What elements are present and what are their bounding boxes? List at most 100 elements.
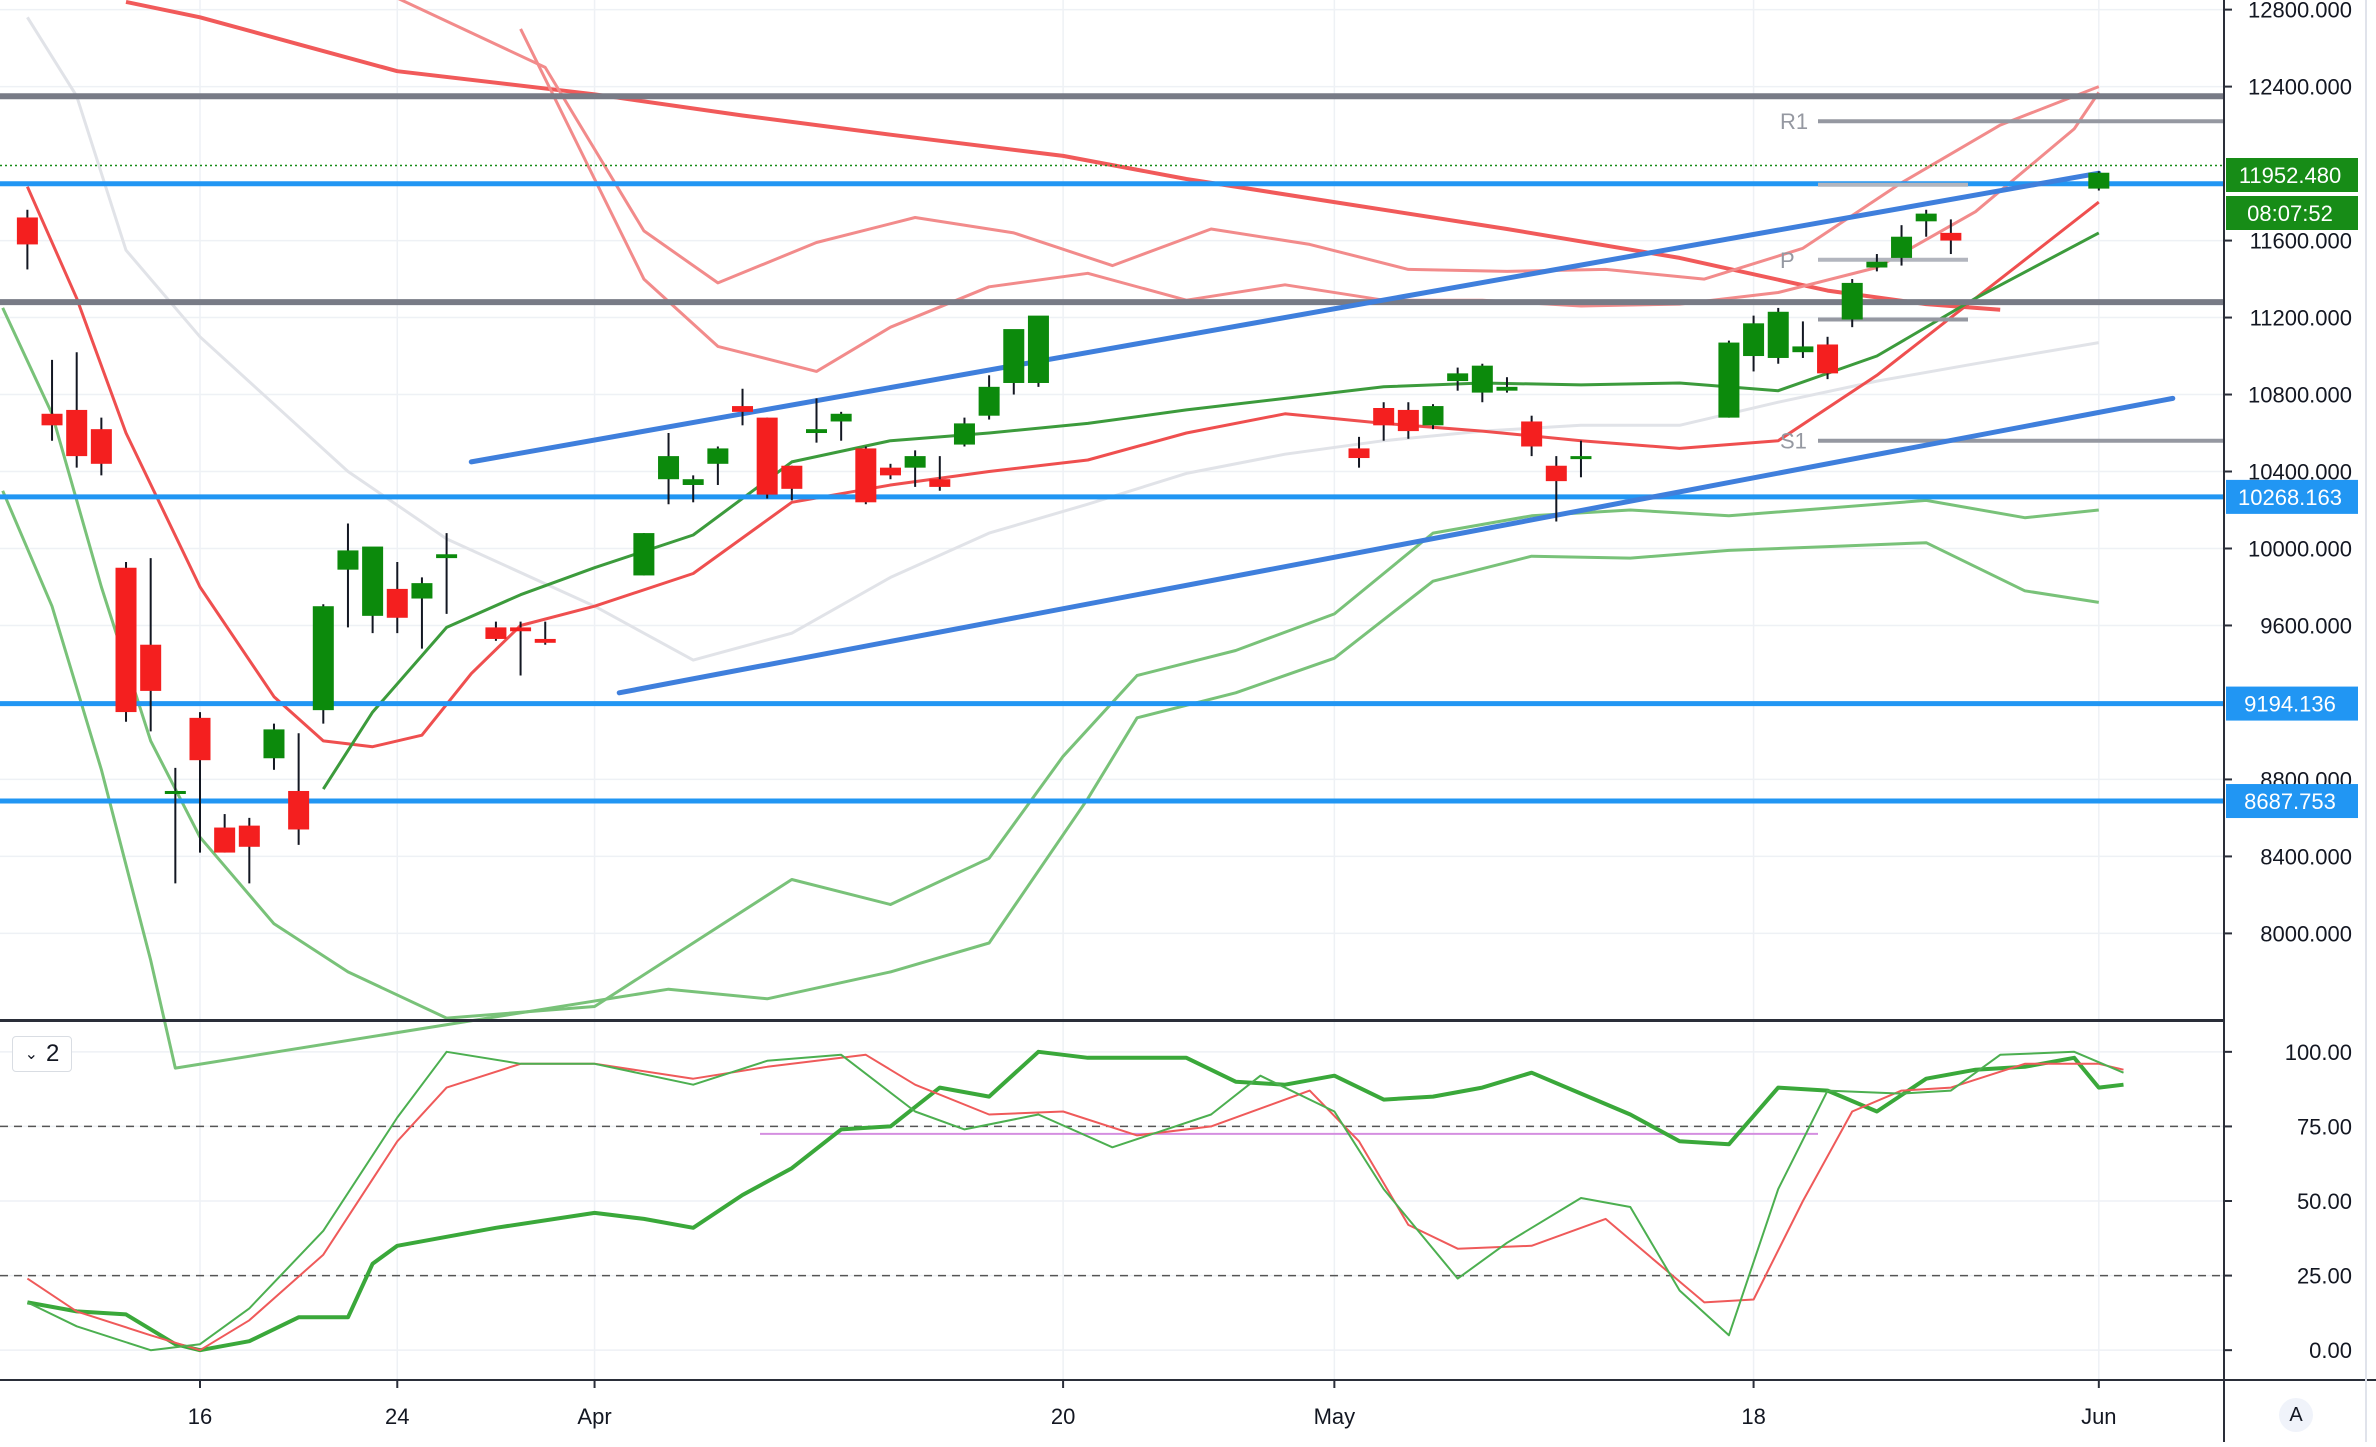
- price-tick-label: 12400.000: [2248, 75, 2352, 100]
- candle-body: [1027, 315, 1049, 383]
- countdown-badge-text: 08:07:52: [2247, 201, 2333, 226]
- time-tick-label: Jun: [2081, 1404, 2116, 1429]
- candle: [929, 456, 951, 491]
- pane-collapse-button[interactable]: ⌄ 2: [12, 1036, 72, 1072]
- candle: [90, 417, 112, 476]
- candle-body: [1496, 386, 1518, 391]
- candle-body: [929, 479, 951, 487]
- osc-tick-label: 0.00: [2309, 1338, 2352, 1363]
- candle-body: [288, 790, 310, 830]
- candle-body: [189, 717, 211, 761]
- time-tick-label: Apr: [577, 1404, 611, 1429]
- candle: [1521, 415, 1543, 457]
- candle: [830, 411, 852, 441]
- osc-tick-label: 50.00: [2297, 1189, 2352, 1214]
- candle-body: [140, 644, 162, 691]
- candle: [756, 417, 778, 499]
- candles: [16, 171, 2110, 884]
- level-price-badge-bg: [2226, 479, 2358, 514]
- candle-body: [1471, 365, 1493, 393]
- candle: [1373, 402, 1395, 441]
- auto-scale-button[interactable]: A: [2279, 1398, 2313, 1432]
- candle-body: [2088, 172, 2110, 189]
- candle: [362, 546, 384, 634]
- level-price-badge-text: 8687.753: [2244, 789, 2336, 814]
- candle-body: [115, 567, 137, 713]
- candle-body: [1792, 346, 1814, 353]
- time-tick-label: 24: [385, 1404, 409, 1429]
- candle: [337, 523, 359, 628]
- candle-body: [1817, 344, 1839, 374]
- time-axis-background: [0, 1380, 2376, 1442]
- pivot-label-p: P: [1780, 248, 1795, 273]
- price-tick-label: 8400.000: [2260, 844, 2352, 869]
- candle: [1866, 254, 1888, 272]
- candle: [510, 621, 532, 676]
- level-price-badge: 9194.136: [2226, 686, 2358, 721]
- candle-body: [1348, 448, 1370, 459]
- candle: [781, 465, 803, 501]
- grid-lines: [0, 0, 2224, 1380]
- candle: [879, 463, 901, 480]
- candle-body: [1866, 261, 1888, 268]
- price-axis-background: [2224, 0, 2376, 1442]
- level-price-badge-bg: [2226, 686, 2358, 721]
- level-price-badge-text: 10268.163: [2238, 485, 2342, 510]
- candle-body: [978, 386, 1000, 416]
- time-axis-ticks: 1624Apr20May18Jun15: [188, 1380, 2117, 1429]
- long-moving-average-line: [125, 0, 2001, 312]
- candle: [288, 733, 310, 845]
- candle: [16, 209, 38, 270]
- last-price-badge-text: 11952.480: [2239, 163, 2341, 188]
- trend-channel: [468, 170, 2176, 696]
- candle-body: [830, 413, 852, 422]
- candle: [1348, 436, 1370, 468]
- candle-body: [707, 448, 729, 464]
- candle-body: [66, 409, 88, 457]
- candle-body: [1422, 406, 1444, 426]
- candle: [386, 561, 408, 634]
- candle: [1891, 225, 1913, 266]
- candle: [1003, 329, 1025, 395]
- candle-body: [1003, 329, 1025, 383]
- candle-body: [953, 423, 975, 445]
- price-axis-ticks: 12800.000 12400.000 11600.000 11200.000 1080…: [2224, 0, 2352, 1363]
- candle: [263, 723, 285, 770]
- candle-body: [904, 456, 926, 468]
- level-price-badge: 8687.753: [2226, 784, 2358, 819]
- candle-body: [732, 406, 754, 412]
- candle: [189, 712, 211, 853]
- candle: [707, 446, 729, 485]
- osc-tick-label: 100.00: [2285, 1040, 2352, 1065]
- candle-body: [90, 429, 112, 464]
- candle-body: [1521, 421, 1543, 447]
- candle-body: [855, 448, 877, 503]
- candle: [1545, 456, 1567, 522]
- oscillator: [0, 1049, 2224, 1353]
- candle: [238, 817, 260, 884]
- level-price-badge-text: 9194.136: [2244, 692, 2336, 717]
- candle: [66, 352, 88, 468]
- candle-body: [337, 550, 359, 570]
- price-tick-label: 9600.000: [2260, 613, 2352, 638]
- countdown-badge: 08:07:52: [2226, 196, 2358, 230]
- candle-body: [1718, 342, 1740, 418]
- candle: [978, 375, 1000, 420]
- candle: [633, 533, 655, 576]
- candle: [1718, 340, 1740, 418]
- candle-body: [1915, 213, 1937, 222]
- candle: [534, 621, 556, 645]
- candle-body: [238, 825, 260, 847]
- candle: [953, 417, 975, 447]
- last-price-badge-bg: [2226, 158, 2358, 192]
- moving-average-line: [26, 16, 2100, 662]
- candle: [485, 621, 507, 641]
- candle: [1471, 363, 1493, 403]
- candle: [140, 558, 162, 732]
- candle-body: [1545, 465, 1567, 482]
- candle: [1792, 321, 1814, 358]
- candle-body: [16, 217, 38, 245]
- time-tick-label: May: [1314, 1404, 1356, 1429]
